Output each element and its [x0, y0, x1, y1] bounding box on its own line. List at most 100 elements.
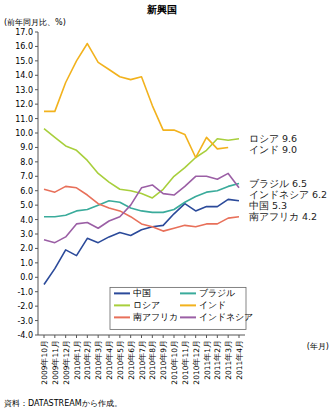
x-tick-label: 2010年10月 — [170, 340, 179, 385]
series-line — [44, 186, 239, 231]
series-line — [44, 44, 228, 158]
x-tick — [54, 335, 55, 338]
legend-label: インド — [199, 300, 226, 310]
x-tick-label: 2010年12月 — [192, 340, 201, 385]
y-tick-label: 5.0 — [20, 201, 33, 210]
y-axis-label: (前年同月比、%) — [4, 18, 66, 27]
legend-swatch — [180, 316, 196, 318]
x-tick-label: 2010年4月 — [105, 340, 114, 380]
y-tick — [35, 176, 38, 177]
x-tick — [44, 335, 45, 338]
y-tick — [35, 248, 38, 249]
y-tick-label: 16.0 — [15, 42, 33, 51]
legend-label: ロシア — [133, 300, 160, 310]
legend-swatch — [180, 292, 196, 294]
y-tick — [35, 147, 38, 148]
x-tick-label: 2009年11月 — [51, 340, 60, 385]
x-tick-label: 2010年1月 — [73, 340, 82, 380]
end-label: インド 9.0 — [249, 144, 297, 155]
x-tick — [109, 335, 110, 338]
y-tick-label: -2.0 — [17, 302, 33, 311]
series-line — [44, 173, 239, 242]
y-tick-label: -4.0 — [17, 331, 33, 340]
y-tick — [35, 291, 38, 292]
y-tick — [35, 234, 38, 235]
x-tick — [206, 335, 207, 338]
legend-swatch — [114, 292, 130, 294]
y-tick-label: 11.0 — [15, 115, 33, 124]
x-tick-label: 2010年7月 — [138, 340, 147, 380]
legend-swatch — [114, 304, 130, 306]
x-tick — [141, 335, 142, 338]
x-tick-label: 2010年2月 — [83, 340, 92, 380]
x-tick — [130, 335, 131, 338]
y-tick — [35, 89, 38, 90]
y-tick — [35, 118, 38, 119]
y-tick-label: 6.0 — [20, 187, 33, 196]
y-tick — [35, 205, 38, 206]
y-tick — [35, 46, 38, 47]
x-tick-label: 2010年5月 — [116, 340, 125, 380]
y-tick — [35, 104, 38, 105]
y-tick — [35, 306, 38, 307]
x-tick — [152, 335, 153, 338]
y-tick — [35, 161, 38, 162]
legend-label: 中国 — [133, 288, 151, 298]
x-tick-label: 2010年6月 — [127, 340, 136, 380]
x-tick-label: 2010年8月 — [148, 340, 157, 380]
x-tick — [228, 335, 229, 338]
y-tick — [35, 190, 38, 191]
y-tick-label: -1.0 — [17, 288, 33, 297]
x-tick-label: 2011年2月 — [213, 340, 222, 380]
x-tick — [174, 335, 175, 338]
legend-label: 南アフリカ — [133, 312, 178, 322]
legend-swatch — [180, 304, 196, 306]
x-tick — [87, 335, 88, 338]
x-tick-label: 2011年3月 — [224, 340, 233, 380]
y-tick-label: 8.0 — [20, 158, 33, 167]
end-label: ロシア 9.6 — [249, 133, 297, 144]
y-tick-label: 7.0 — [20, 172, 33, 181]
y-axis — [38, 32, 39, 335]
y-tick — [35, 133, 38, 134]
x-tick-label: 2011年1月 — [203, 340, 212, 380]
y-tick — [35, 335, 38, 336]
x-tick — [119, 335, 120, 338]
end-label: インドネシア 6.2 — [249, 189, 327, 200]
y-tick-label: 2.0 — [20, 244, 33, 253]
x-tick-label: 2009年10月 — [40, 340, 49, 385]
x-tick — [65, 335, 66, 338]
x-axis-label: (年月) — [307, 342, 329, 351]
x-tick-label: 2010年11月 — [181, 340, 190, 385]
y-tick-label: 15.0 — [15, 57, 33, 66]
x-tick — [195, 335, 196, 338]
y-tick — [35, 277, 38, 278]
y-tick-label: 14.0 — [15, 71, 33, 80]
title: 新興国 — [146, 4, 177, 15]
y-tick-label: 4.0 — [20, 216, 33, 225]
y-tick-label: -3.0 — [17, 317, 33, 326]
legend-label: インドネシア — [199, 312, 253, 322]
lines — [44, 44, 239, 285]
end-label: 中国 5.3 — [249, 200, 287, 211]
y-tick-label: 13.0 — [15, 86, 33, 95]
chart: 新興国(前年同月比、%)-4.0-3.0-2.0-1.00.01.02.03.0… — [0, 0, 335, 410]
y-tick-label: 10.0 — [15, 129, 33, 138]
x-tick-label: 2009年12月 — [62, 340, 71, 385]
x-tick — [98, 335, 99, 338]
x-tick — [163, 335, 164, 338]
x-tick-label: 2010年3月 — [94, 340, 103, 380]
y-tick — [35, 75, 38, 76]
y-tick-label: 17.0 — [15, 28, 33, 37]
y-tick-label: 0.0 — [20, 273, 33, 282]
x-tick-label: 2010年9月 — [159, 340, 168, 380]
y-tick-label: 1.0 — [20, 259, 33, 268]
y-tick — [35, 219, 38, 220]
end-label: ブラジル 6.5 — [249, 178, 307, 189]
y-tick — [35, 32, 38, 33]
x-tick — [239, 335, 240, 338]
y-tick — [35, 262, 38, 263]
y-tick-label: 9.0 — [20, 143, 33, 152]
source: 資料：DATASTREAMから作成。 — [4, 399, 122, 408]
y-tick-label: 12.0 — [15, 100, 33, 109]
